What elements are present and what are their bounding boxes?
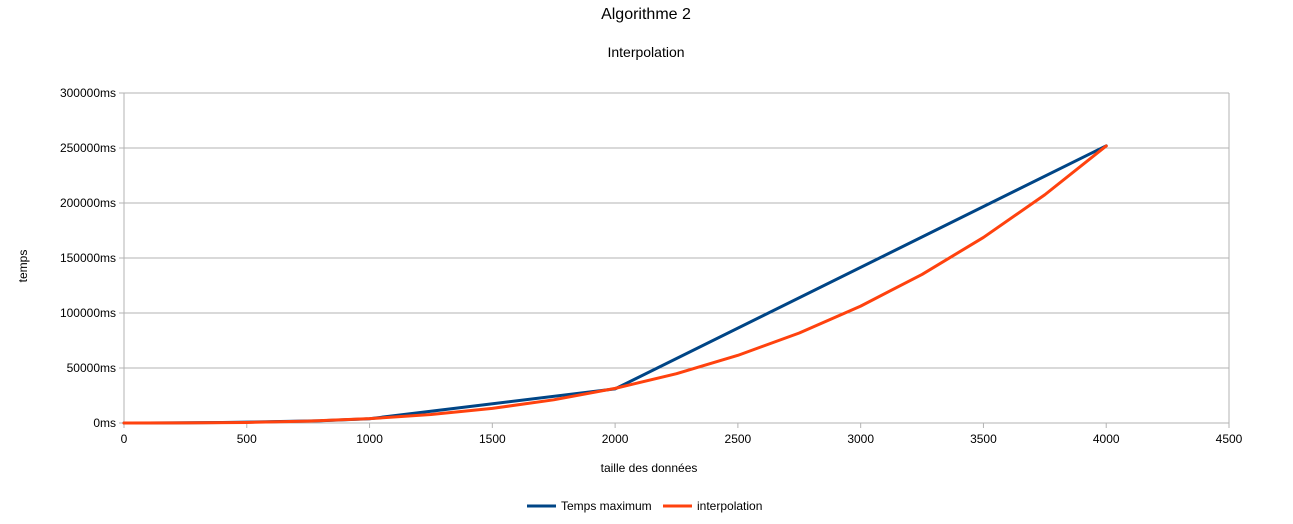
x-tick-label: 4500: [1216, 432, 1243, 446]
x-tick-label: 2500: [725, 432, 752, 446]
y-tick-label: 0ms: [93, 416, 116, 430]
x-tick-label: 4000: [1093, 432, 1120, 446]
x-tick-label: 3500: [970, 432, 997, 446]
grid: [124, 92, 1229, 369]
legend-label-temps-maximum: Temps maximum: [561, 499, 652, 513]
legend: Temps maximum interpolation: [527, 499, 762, 513]
axes: [119, 92, 1230, 428]
x-tick-label: 3000: [847, 432, 874, 446]
x-tick-label: 2000: [602, 432, 629, 446]
series: [122, 144, 1108, 425]
y-tick-label: 50000ms: [67, 361, 116, 375]
legend-label-interpolation: interpolation: [697, 499, 762, 513]
chart-subtitle: Interpolation: [607, 44, 684, 60]
series-line-interpolation: [122, 144, 1108, 425]
y-tick-labels: 0ms 50000ms 100000ms 150000ms 200000ms 250000…: [60, 86, 116, 430]
y-tick-label: 150000ms: [60, 251, 116, 265]
x-tick-label: 0: [121, 432, 128, 446]
series-line-temps-maximum: [122, 144, 1108, 425]
y-tick-label: 250000ms: [60, 141, 116, 155]
x-tick-labels: 0 500 1000 1500 2000 2500 3000 3500 4000 4500: [121, 432, 1243, 446]
y-tick-label: 100000ms: [60, 306, 116, 320]
x-tick-label: 1500: [479, 432, 506, 446]
y-axis-label: temps: [16, 250, 30, 283]
y-tick-label: 200000ms: [60, 196, 116, 210]
chart-title: Algorithme 2: [601, 6, 691, 23]
x-tick-label: 1000: [356, 432, 383, 446]
x-tick-label: 500: [237, 432, 257, 446]
y-tick-label: 300000ms: [60, 86, 116, 100]
x-axis-label: taille des données: [601, 461, 698, 475]
